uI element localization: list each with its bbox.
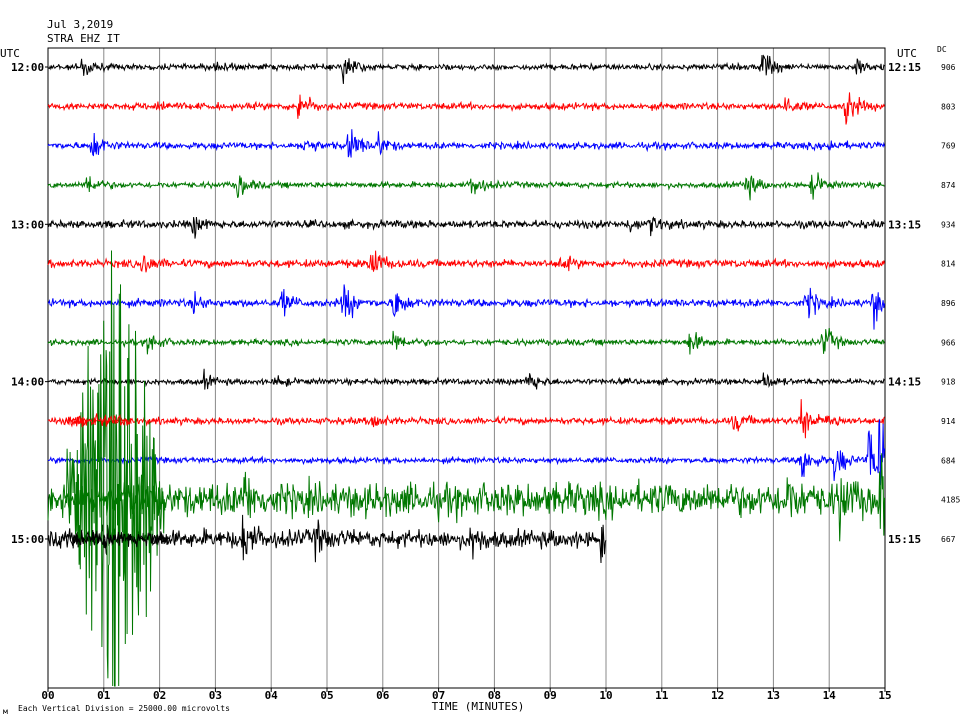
labels: 00 01 02 03 04 05 06 07 08 09 10 11 12 13 14 15 12:00 13:…	[11, 61, 960, 702]
x-tick-label: 05	[320, 689, 333, 702]
large-event-trace	[64, 250, 166, 687]
corner-mark: м	[3, 707, 8, 716]
secondary-burst	[58, 529, 171, 549]
left-time-label: 12:00	[11, 61, 44, 74]
right-time-label: 14:15	[888, 376, 921, 389]
dc-value: 874	[941, 181, 956, 190]
left-unit-label: UTC	[0, 47, 20, 60]
trace-row-7	[47, 328, 885, 355]
trace-row-3	[47, 172, 885, 201]
x-tick-label: 13	[767, 689, 780, 702]
trace-row-4	[47, 216, 885, 239]
secondary-burst	[64, 413, 132, 428]
dc-value: 684	[941, 456, 956, 465]
right-time-label: 13:15	[888, 218, 921, 231]
dc-value: 814	[941, 260, 956, 269]
dc-value: 918	[941, 378, 956, 387]
x-axis-title: TIME (MINUTES)	[432, 700, 525, 713]
left-time-label: 14:00	[11, 376, 44, 389]
grid	[47, 47, 886, 689]
trace-row-8	[47, 368, 885, 390]
dc-value: 667	[941, 535, 956, 544]
trace-row-9	[47, 399, 885, 439]
x-tick-label: 03	[209, 689, 222, 702]
x-tick-label: 12	[711, 689, 724, 702]
x-tick-label: 04	[265, 689, 279, 702]
x-tick-label: 15	[878, 689, 891, 702]
date-label: Jul 3,2019	[47, 18, 113, 31]
x-tick-label: 14	[823, 689, 837, 702]
trace-row-2	[47, 129, 885, 158]
x-tick-label: 01	[97, 689, 111, 702]
x-tick-label: 11	[655, 689, 669, 702]
right-time-label: 12:15	[888, 61, 921, 74]
scale-note: Each Vertical Division = 25000.00 microv…	[18, 704, 230, 713]
x-tick-label: 07	[432, 689, 445, 702]
dc-value: 896	[941, 299, 956, 308]
trace-row-11	[47, 453, 885, 542]
dc-value: 4185	[941, 496, 960, 505]
dc-value: 803	[941, 102, 956, 111]
trace-row-1	[47, 92, 885, 125]
overlay-event	[58, 250, 171, 687]
dc-value: 906	[941, 63, 956, 72]
x-tick-label: 08	[488, 689, 501, 702]
dc-value: 914	[941, 417, 956, 426]
trace-row-5	[47, 250, 885, 273]
right-time-label: 15:15	[888, 533, 921, 546]
right-unit-label: UTC	[897, 47, 917, 60]
x-tick-label: 06	[376, 689, 390, 702]
plot-frame	[47, 47, 886, 689]
trace-row-6	[47, 284, 885, 330]
dc-value: 966	[941, 338, 956, 347]
trace-row-10	[47, 419, 885, 486]
dc-header-label: DC	[937, 45, 947, 54]
x-tick-label: 00	[41, 689, 54, 702]
left-time-label: 15:00	[11, 533, 44, 546]
dc-value: 769	[941, 142, 956, 151]
trace-row-0	[47, 54, 885, 84]
x-tick-label: 10	[599, 689, 612, 702]
x-tick-label: 02	[153, 689, 166, 702]
dc-value: 934	[941, 220, 956, 229]
station-label: STRA EHZ IT	[47, 32, 120, 45]
left-time-label: 13:00	[11, 218, 44, 231]
x-tick-label: 09	[544, 689, 557, 702]
